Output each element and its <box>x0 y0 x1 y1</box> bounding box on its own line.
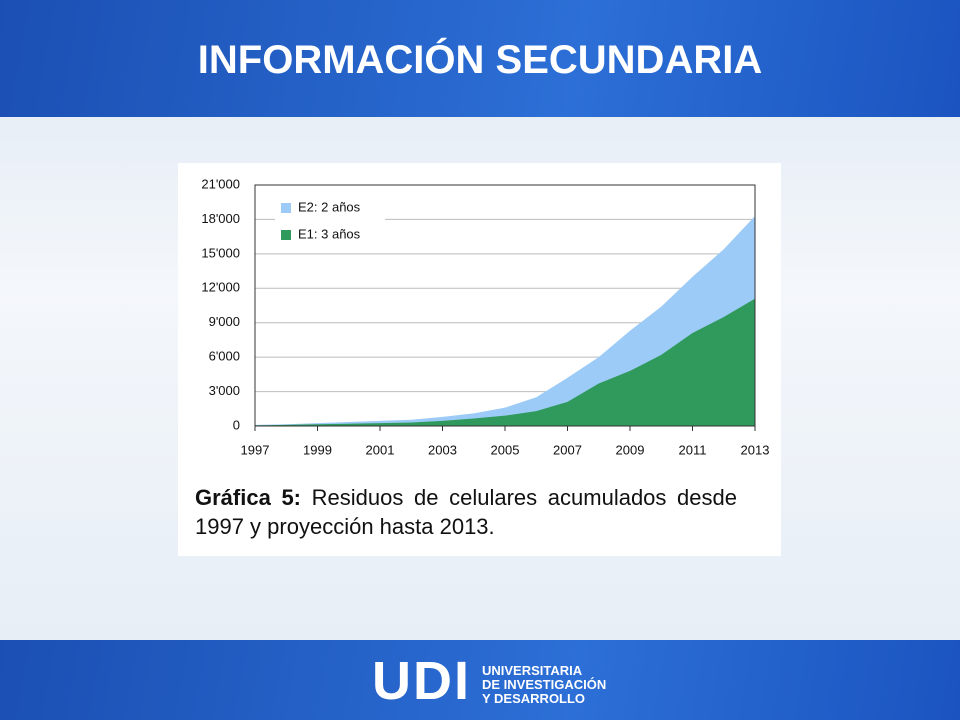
x-tick-label: 2011 <box>679 442 707 457</box>
y-tick-label: 6'000 <box>209 349 240 364</box>
y-tick-label: 18'000 <box>201 211 240 226</box>
caption-label: Gráfica 5: <box>195 485 302 510</box>
legend-label: E1: 3 años <box>298 226 361 241</box>
x-tick-label: 1999 <box>303 442 332 457</box>
logo-line: Y DESARROLLO <box>482 691 586 706</box>
area <box>255 298 755 426</box>
y-tick-label: 12'000 <box>201 280 240 295</box>
legend-swatch <box>281 230 291 240</box>
x-tick-label: 2005 <box>491 442 520 457</box>
logo-mark: UDI <box>372 651 471 711</box>
legend-label: E2: 2 años <box>298 199 361 214</box>
legend-box <box>275 195 385 249</box>
logo-line: DE INVESTIGACIÓN <box>482 677 607 692</box>
y-tick-label: 15'000 <box>201 245 240 260</box>
chart-panel: 0 3'000 6'000 9'000 12'000 15'000 18'000 21'000… <box>178 163 781 556</box>
caption: Gráfica 5: Residuos de celulares acumula… <box>195 483 737 541</box>
y-tick-label: 9'000 <box>209 314 240 329</box>
y-tick-label: 0 <box>233 417 240 432</box>
x-tick-label: 2001 <box>366 442 395 457</box>
header-band <box>0 0 960 117</box>
x-tick-label: 2007 <box>553 442 582 457</box>
x-tick-label: 2013 <box>741 442 770 457</box>
x-tick-label: 2003 <box>428 442 457 457</box>
footer-band <box>0 640 960 720</box>
y-tick-label: 21'000 <box>201 176 240 191</box>
caption-text: Residuos de celulares acumulados desde 1… <box>195 485 737 539</box>
logo-line: UNIVERSITARIA <box>482 663 583 678</box>
y-tick-label: 3'000 <box>209 383 240 398</box>
chart: 0 3'000 6'000 9'000 12'000 15'000 18'000 21'000… <box>201 176 770 457</box>
x-tick-label: 1997 <box>241 442 270 457</box>
x-tick-label: 2009 <box>616 442 645 457</box>
legend-swatch <box>281 203 291 213</box>
slide-title: INFORMACIÓN SECUNDARIA <box>197 38 763 82</box>
